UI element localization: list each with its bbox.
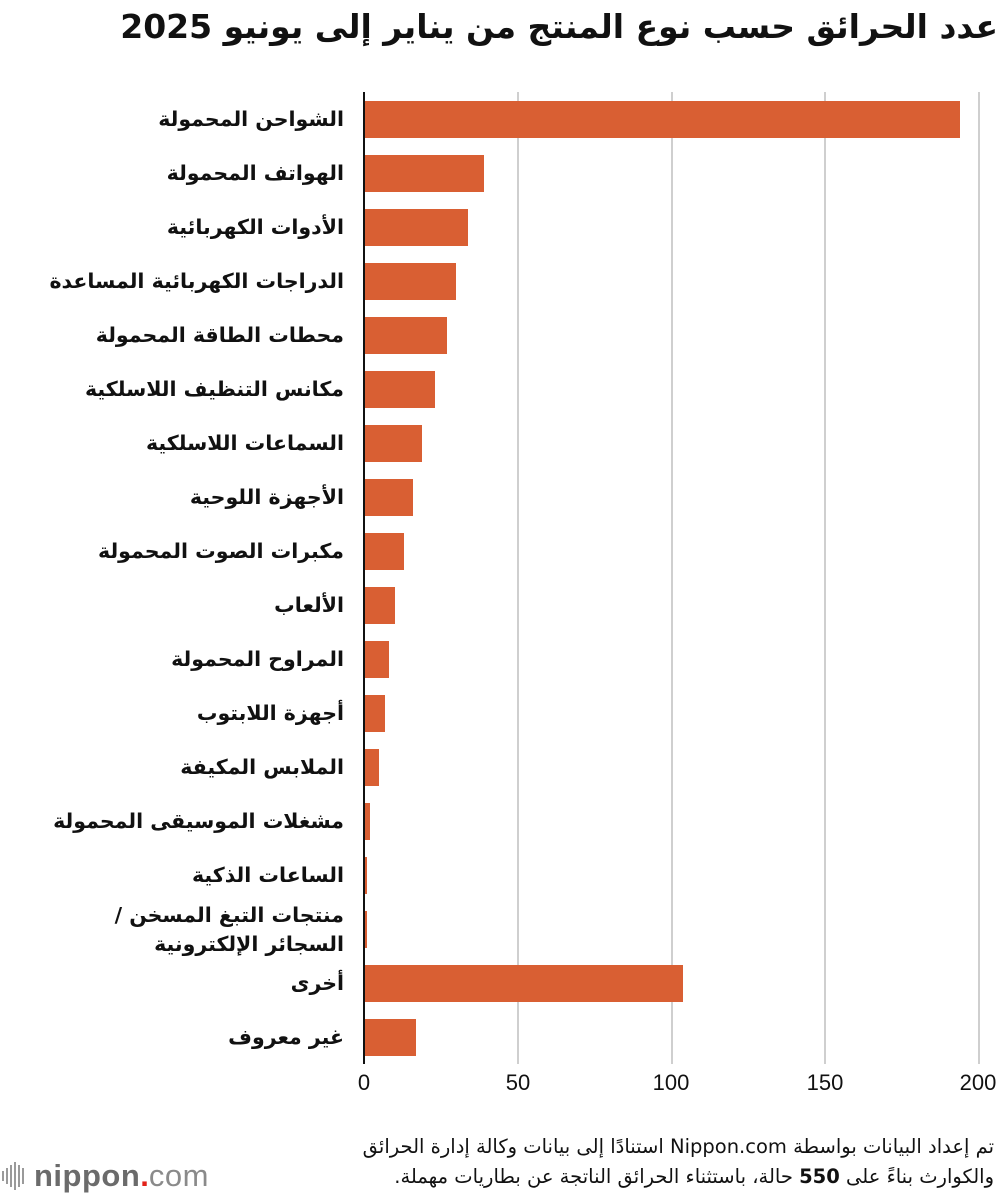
bar bbox=[364, 965, 684, 1002]
footnote-text: والكوارث بناءً على bbox=[839, 1165, 994, 1188]
x-tick-label: 0 bbox=[357, 1070, 371, 1095]
bar bbox=[364, 695, 386, 732]
category-label: مشغلات الموسيقى المحمولة bbox=[53, 809, 344, 833]
plot-area bbox=[363, 92, 980, 1064]
category-label: الدراجات الكهربائية المساعدة bbox=[49, 269, 344, 293]
category-label: الساعات الذكية bbox=[191, 863, 344, 887]
x-tick-label: 100 bbox=[652, 1070, 690, 1095]
category-label: منتجات التبغ المسخن / bbox=[114, 903, 344, 927]
gridline-150 bbox=[824, 92, 826, 1064]
x-tick-label: 50 bbox=[505, 1070, 531, 1095]
bar bbox=[364, 101, 960, 138]
bar bbox=[364, 749, 380, 786]
bar bbox=[364, 587, 395, 624]
category-label: الهواتف المحمولة bbox=[166, 161, 344, 185]
footnote-line-2: والكوارث بناءً على 550 حالة، باستثناء ال… bbox=[224, 1162, 994, 1192]
bar bbox=[364, 155, 484, 192]
bar bbox=[364, 533, 404, 570]
category-label: المراوح المحمولة bbox=[171, 647, 344, 671]
x-tick-label: 200 bbox=[959, 1070, 997, 1095]
category-label: محطات الطاقة المحمولة bbox=[95, 323, 344, 347]
category-label: أجهزة اللابتوب bbox=[196, 701, 344, 725]
gridline-200 bbox=[978, 92, 980, 1064]
gridline-100 bbox=[671, 92, 673, 1064]
category-label: مكانس التنظيف اللاسلكية bbox=[84, 377, 344, 401]
sound-bars-icon bbox=[2, 1162, 24, 1190]
bar bbox=[364, 371, 435, 408]
category-label: غير معروف bbox=[228, 1025, 344, 1049]
bar bbox=[364, 1019, 417, 1056]
bar bbox=[364, 263, 457, 300]
bar bbox=[364, 425, 423, 462]
y-axis-line bbox=[363, 92, 365, 1064]
nippon-logo: nippon. com bbox=[2, 1158, 209, 1194]
footnote-text: حالة، باستثناء الحرائق الناتجة عن بطاريا… bbox=[394, 1165, 800, 1188]
logo-wordmark: nippon bbox=[34, 1158, 141, 1193]
logo-tld: com bbox=[148, 1158, 209, 1193]
category-label: السماعات اللاسلكية bbox=[145, 431, 344, 455]
source-footnote: تم إعداد البيانات بواسطة Nippon.com استن… bbox=[224, 1132, 994, 1192]
footnote-line-1: تم إعداد البيانات بواسطة Nippon.com استن… bbox=[362, 1135, 994, 1158]
case-count: 550 bbox=[799, 1165, 840, 1188]
bar bbox=[364, 317, 447, 354]
bar bbox=[364, 479, 414, 516]
chart-title: عدد الحرائق حسب نوع المنتج من يناير إلى … bbox=[120, 7, 998, 46]
category-label: أخرى bbox=[290, 971, 344, 995]
category-label: مكبرات الصوت المحمولة bbox=[98, 539, 344, 563]
bar bbox=[364, 803, 371, 840]
logo-dot: . bbox=[140, 1158, 149, 1193]
category-label-continued: السجائر الإلكترونية bbox=[154, 932, 344, 956]
x-tick-label: 150 bbox=[806, 1070, 844, 1095]
bar bbox=[364, 209, 469, 246]
category-label: الأجهزة اللوحية bbox=[189, 485, 344, 509]
bar bbox=[364, 857, 368, 894]
bar bbox=[364, 641, 389, 678]
category-label: الأدوات الكهربائية bbox=[166, 215, 344, 239]
bar bbox=[364, 911, 368, 948]
category-label: الملابس المكيفة bbox=[180, 755, 344, 779]
category-label: الشواحن المحمولة bbox=[158, 107, 344, 131]
category-label: الألعاب bbox=[274, 593, 344, 617]
gridline-50 bbox=[517, 92, 519, 1064]
